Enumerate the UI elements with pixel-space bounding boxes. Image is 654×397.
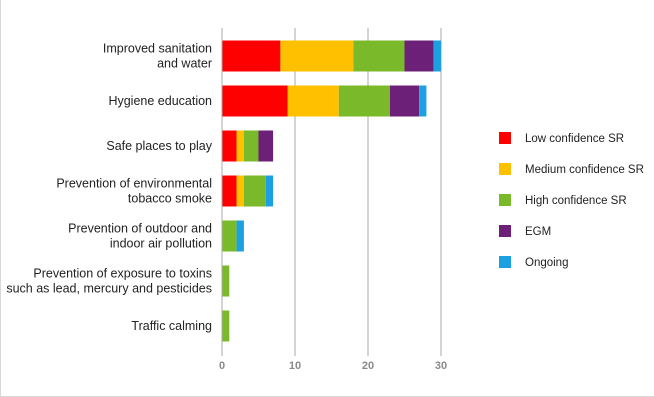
category-label-3: Safe places to play xyxy=(106,139,212,153)
bar-segment-7-high-confidence-sr xyxy=(222,310,230,342)
bar-segment-2-medium-confidence-sr xyxy=(287,85,339,117)
bar-segment-3-egm xyxy=(258,130,274,162)
bar-segment-3-medium-confidence-sr xyxy=(236,130,244,162)
x-tick-label-30: 30 xyxy=(435,360,447,372)
bar-segment-1-medium-confidence-sr xyxy=(280,40,354,72)
legend-swatch-medium-confidence-sr xyxy=(499,163,511,175)
bar-segment-3-high-confidence-sr xyxy=(243,130,259,162)
grid-lines xyxy=(294,28,442,356)
legend-swatch-egm xyxy=(499,225,511,237)
legend-label-low-confidence-sr: Low confidence SR xyxy=(525,133,624,145)
category-label-4: Prevention of environmental tobacco smoke xyxy=(56,177,212,206)
bar-segment-1-high-confidence-sr xyxy=(353,40,405,72)
bar-segment-6-high-confidence-sr xyxy=(222,265,230,297)
bars xyxy=(222,40,441,342)
legend-label-egm: EGM xyxy=(525,226,551,238)
bar-segment-4-high-confidence-sr xyxy=(243,175,266,207)
legend-label-medium-confidence-sr: Medium confidence SR xyxy=(525,164,644,176)
category-label-2: Hygiene education xyxy=(108,94,212,108)
category-label-6: Prevention of exposure to toxins such as … xyxy=(6,267,212,296)
bar-segment-4-ongoing xyxy=(265,175,274,207)
legend-swatch-ongoing xyxy=(499,256,511,268)
bar-segment-5-high-confidence-sr xyxy=(222,220,237,252)
bar-segment-2-ongoing xyxy=(419,85,427,117)
legend-label-ongoing: Ongoing xyxy=(525,257,568,269)
bar-segment-1-low-confidence-sr xyxy=(222,40,281,72)
category-label-7: Traffic calming xyxy=(131,319,212,333)
bar-segment-3-low-confidence-sr xyxy=(222,130,237,162)
bar-segment-2-high-confidence-sr xyxy=(338,85,390,117)
category-labels: Improved sanitation and water Hygiene educ… xyxy=(6,42,212,334)
bar-segment-4-low-confidence-sr xyxy=(222,175,237,207)
legend-swatch-high-confidence-sr xyxy=(499,194,511,206)
bar-segment-2-egm xyxy=(389,85,420,117)
legend-label-high-confidence-sr: High confidence SR xyxy=(525,195,627,207)
category-label-1: Improved sanitation and water xyxy=(103,42,212,71)
legend: Low confidence SR Medium confidence SR Hig… xyxy=(499,132,644,269)
bar-segment-1-egm xyxy=(404,40,434,72)
x-tick-label-20: 20 xyxy=(362,360,374,372)
bar-segment-4-medium-confidence-sr xyxy=(236,175,244,207)
category-label-5: Prevention of outdoor and indoor air poll… xyxy=(68,222,212,251)
x-tick-label-10: 10 xyxy=(289,360,301,372)
legend-swatch-low-confidence-sr xyxy=(499,132,511,144)
bar-segment-1-ongoing xyxy=(433,40,441,72)
bar-segment-2-low-confidence-sr xyxy=(222,85,288,117)
x-tick-labels: 0 10 20 30 xyxy=(219,360,447,372)
x-tick-label-0: 0 xyxy=(219,360,225,372)
bar-segment-5-ongoing xyxy=(236,220,244,252)
